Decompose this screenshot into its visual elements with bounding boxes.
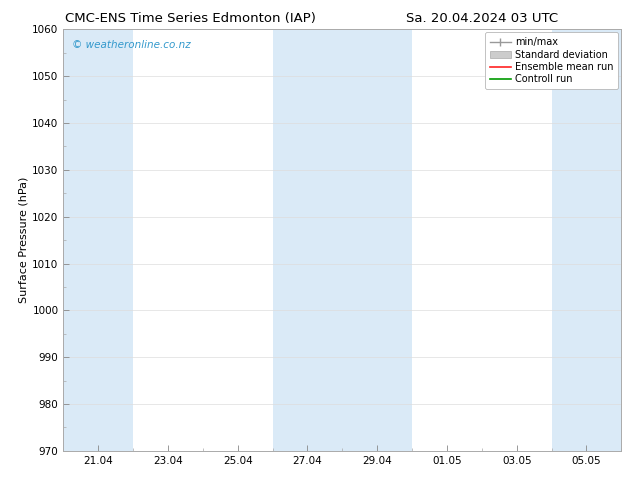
Text: CMC-ENS Time Series Edmonton (IAP): CMC-ENS Time Series Edmonton (IAP) — [65, 12, 316, 25]
Bar — [552, 29, 621, 451]
Bar — [273, 29, 412, 451]
Legend: min/max, Standard deviation, Ensemble mean run, Controll run: min/max, Standard deviation, Ensemble me… — [485, 32, 618, 89]
Text: Sa. 20.04.2024 03 UTC: Sa. 20.04.2024 03 UTC — [406, 12, 558, 25]
Text: © weatheronline.co.nz: © weatheronline.co.nz — [72, 40, 191, 50]
Bar — [63, 29, 133, 451]
Y-axis label: Surface Pressure (hPa): Surface Pressure (hPa) — [18, 177, 28, 303]
